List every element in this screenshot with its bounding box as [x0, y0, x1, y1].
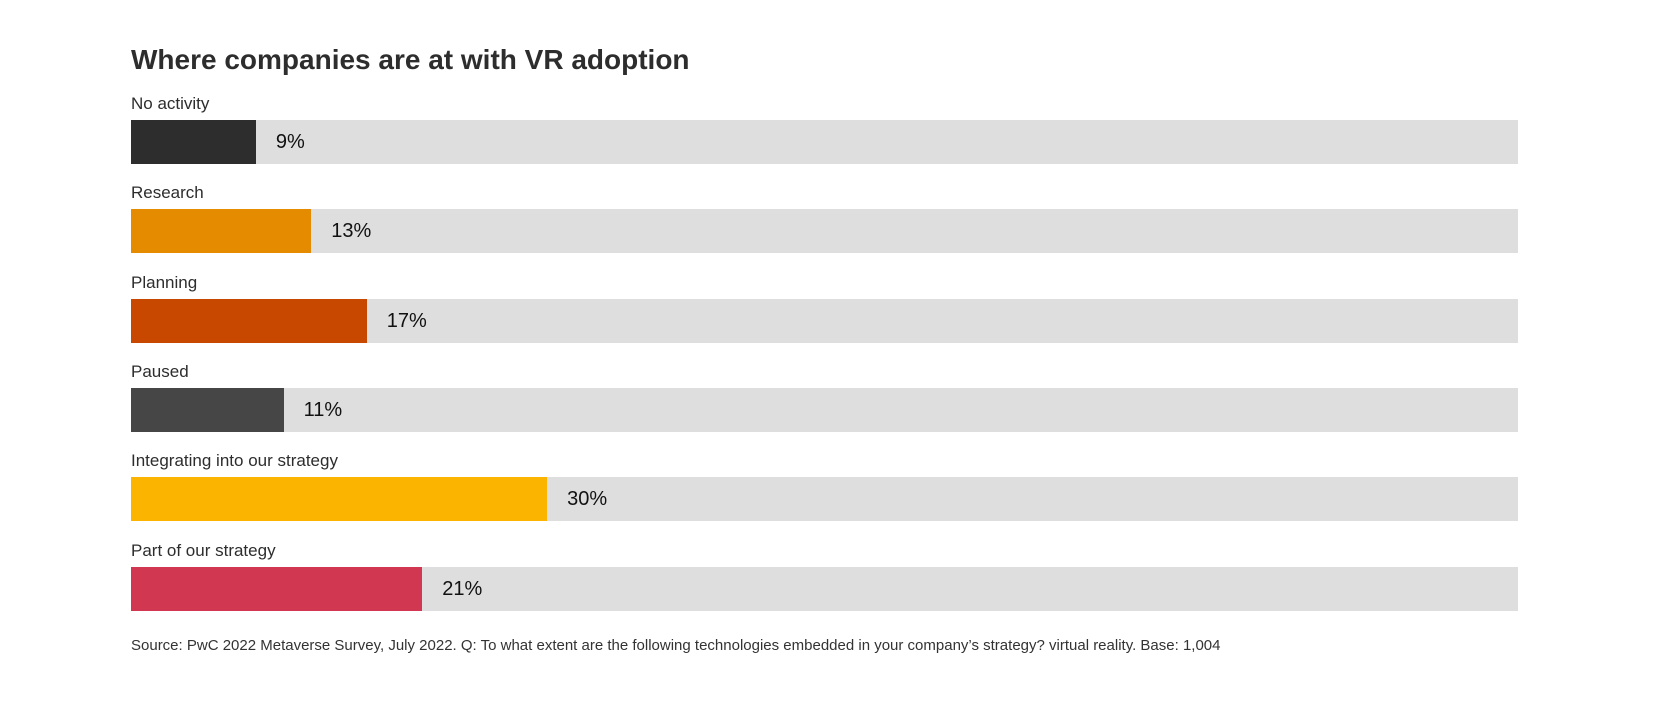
- bar-track: 9%: [131, 120, 1518, 164]
- bar: [131, 477, 548, 522]
- bar: [131, 209, 312, 254]
- value-label: 17%: [386, 309, 427, 332]
- bar-track: 17%: [131, 298, 1518, 343]
- bar: [131, 298, 367, 343]
- chart-title: Where companies are at with VR adoption: [131, 44, 690, 75]
- value-label: 13%: [331, 220, 372, 243]
- bar-track: 11%: [131, 387, 1518, 432]
- value-label: 21%: [442, 577, 483, 600]
- category-label: Part of our strategy: [131, 540, 276, 560]
- category-label: Research: [131, 183, 204, 203]
- category-label: Planning: [131, 272, 198, 292]
- value-label: 30%: [567, 488, 608, 511]
- category-label: Integrating into our strategy: [131, 451, 338, 471]
- category-label: No activity: [131, 94, 210, 113]
- bar: [131, 120, 256, 164]
- bar-track: 30%: [131, 477, 1518, 522]
- bar: [131, 387, 284, 432]
- category-label: Paused: [131, 361, 189, 381]
- bar-track: 21%: [131, 566, 1518, 611]
- value-label: 9%: [275, 131, 305, 153]
- source-note: Source: PwC 2022 Metaverse Survey, July …: [131, 637, 1221, 654]
- bar: [131, 566, 423, 611]
- bar-track: 13%: [131, 209, 1518, 254]
- value-label: 11%: [303, 398, 343, 421]
